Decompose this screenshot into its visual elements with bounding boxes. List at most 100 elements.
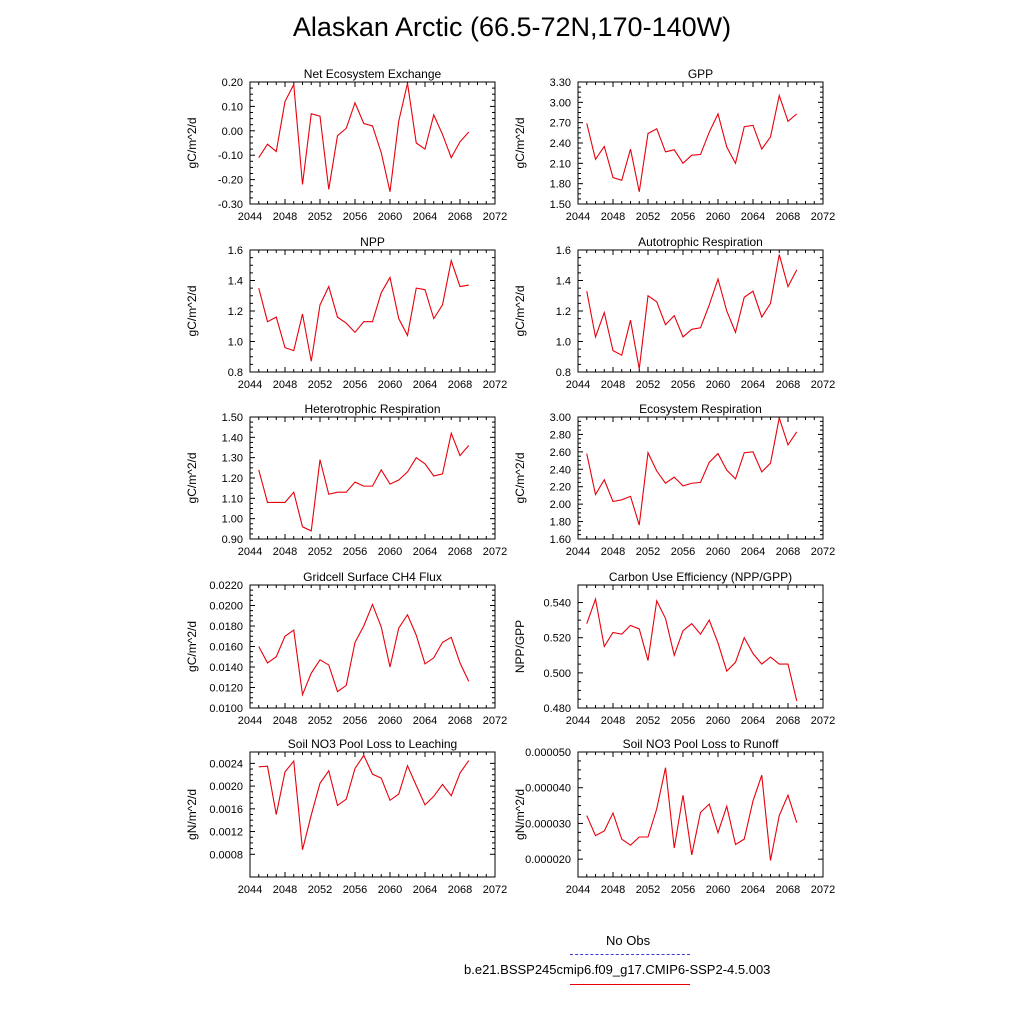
x-tick-label: 2064 — [741, 211, 765, 223]
series-line — [586, 767, 798, 861]
x-tick-label: 2068 — [448, 379, 472, 391]
chart-panel: Heterotrophic Respiration gC/m^2/d 2044 204… — [185, 402, 507, 558]
series-line — [586, 93, 798, 192]
series-line — [258, 258, 469, 362]
y-axis-label: gN/m^2/d — [513, 789, 527, 840]
y-tick-label: 1.80 — [550, 179, 571, 191]
x-tick-label: 2044 — [238, 884, 262, 896]
chart-title: Net Ecosystem Exchange — [304, 67, 442, 81]
legend-obs-label: No Obs — [606, 933, 651, 948]
chart-panel: Ecosystem Respiration gC/m^2/d 2044 2048 205… — [513, 402, 835, 558]
x-tick-label: 2068 — [776, 211, 800, 223]
x-tick-label: 2044 — [238, 715, 262, 727]
plot-frame — [577, 584, 824, 709]
plot-frame — [577, 81, 824, 205]
chart-panel: Net Ecosystem Exchange gC/m^2/d 2044 2048 20… — [185, 67, 507, 223]
y-tick-label: 0.0012 — [209, 827, 243, 839]
y-tick-label: 0.000020 — [525, 854, 571, 866]
x-tick-label: 2052 — [308, 546, 332, 558]
x-tick-label: 2060 — [706, 379, 730, 391]
chart-title: Heterotrophic Respiration — [304, 402, 440, 416]
y-tick-label: 1.80 — [550, 517, 571, 529]
y-tick-label: 0.000030 — [525, 818, 571, 830]
x-tick-label: 2072 — [483, 379, 507, 391]
x-tick-label: 2072 — [811, 546, 835, 558]
chart-title: Soil NO3 Pool Loss to Runoff — [623, 737, 780, 751]
y-tick-label: 0.520 — [543, 633, 571, 645]
x-tick-label: 2052 — [636, 379, 660, 391]
x-tick-label: 2056 — [343, 884, 367, 896]
y-axis-label: gC/m^2/d — [185, 621, 199, 672]
x-tick-label: 2064 — [413, 715, 437, 727]
x-tick-label: 2052 — [636, 884, 660, 896]
y-tick-label: 0.00 — [222, 126, 243, 138]
x-tick-label: 2052 — [636, 211, 660, 223]
x-tick-label: 2056 — [343, 715, 367, 727]
plot-frame — [577, 249, 824, 373]
x-tick-label: 2052 — [636, 546, 660, 558]
y-tick-label: -0.30 — [218, 199, 243, 211]
y-tick-label: 1.00 — [222, 514, 243, 526]
x-tick-label: 2072 — [811, 884, 835, 896]
y-tick-label: 0.0020 — [209, 781, 243, 793]
y-tick-label: 0.480 — [543, 703, 571, 715]
y-tick-label: 0.8 — [228, 367, 243, 379]
legend-obs-line — [570, 954, 690, 955]
y-tick-label: 1.50 — [550, 199, 571, 211]
x-tick-label: 2044 — [566, 715, 590, 727]
x-tick-label: 2052 — [636, 715, 660, 727]
x-tick-label: 2048 — [601, 546, 625, 558]
chart-panel: Autotrophic Respiration gC/m^2/d 2044 2048 2… — [513, 235, 835, 391]
x-tick-label: 2064 — [741, 884, 765, 896]
x-tick-label: 2060 — [378, 884, 402, 896]
x-tick-label: 2056 — [671, 379, 695, 391]
x-tick-label: 2048 — [601, 211, 625, 223]
y-tick-label: 1.0 — [556, 337, 571, 349]
x-tick-label: 2044 — [566, 379, 590, 391]
x-tick-label: 2060 — [378, 715, 402, 727]
plot-frame — [249, 249, 496, 373]
page-title: Alaskan Arctic (66.5-72N,170-140W) — [292, 12, 732, 42]
x-tick-label: 2048 — [601, 715, 625, 727]
x-tick-label: 2072 — [811, 211, 835, 223]
x-tick-label: 2072 — [811, 715, 835, 727]
y-tick-label: 0.500 — [543, 668, 571, 680]
y-axis-label: gC/m^2/d — [185, 453, 199, 504]
x-tick-label: 2064 — [741, 715, 765, 727]
y-tick-label: 0.90 — [222, 534, 243, 546]
chart-panel: GPP gC/m^2/d 2044 2048 2052 2056 2060 2064 2068 2… — [513, 67, 835, 223]
x-tick-label: 2044 — [238, 546, 262, 558]
x-tick-label: 2048 — [273, 546, 297, 558]
x-tick-label: 2044 — [238, 379, 262, 391]
x-tick-label: 2072 — [811, 379, 835, 391]
x-tick-label: 2048 — [601, 884, 625, 896]
x-tick-label: 2044 — [566, 884, 590, 896]
y-axis-label: gC/m^2/d — [513, 453, 527, 504]
y-tick-label: 1.0 — [228, 337, 243, 349]
x-tick-label: 2052 — [308, 884, 332, 896]
y-tick-label: 0.0180 — [209, 621, 243, 633]
chart-title: Autotrophic Respiration — [638, 235, 763, 249]
y-axis-label: gN/m^2/d — [185, 789, 199, 840]
plot-frame — [249, 81, 496, 205]
chart-title: Ecosystem Respiration — [639, 402, 762, 416]
y-tick-label: -0.10 — [218, 150, 243, 162]
x-tick-label: 2060 — [706, 884, 730, 896]
chart-panel: NPP gC/m^2/d 2044 2048 2052 2056 2060 2064 2068 2… — [185, 235, 507, 391]
y-tick-label: 0.0024 — [209, 758, 243, 770]
x-tick-label: 2052 — [308, 379, 332, 391]
y-tick-label: 1.40 — [222, 432, 243, 444]
x-tick-label: 2064 — [741, 546, 765, 558]
y-tick-label: 0.20 — [222, 77, 243, 89]
chart-title: NPP — [360, 235, 385, 249]
y-tick-label: 1.6 — [556, 245, 571, 257]
chart-panel: Carbon Use Efficiency (NPP/GPP) NPP/GPP 20… — [513, 570, 835, 727]
y-tick-label: 2.60 — [550, 447, 571, 459]
y-tick-label: 1.4 — [556, 276, 571, 288]
y-tick-label: 1.2 — [556, 306, 571, 318]
x-tick-label: 2064 — [741, 379, 765, 391]
y-tick-label: 1.30 — [222, 453, 243, 465]
y-axis-label: gC/m^2/d — [185, 118, 199, 169]
plot-frame — [249, 751, 496, 878]
x-tick-label: 2056 — [671, 884, 695, 896]
